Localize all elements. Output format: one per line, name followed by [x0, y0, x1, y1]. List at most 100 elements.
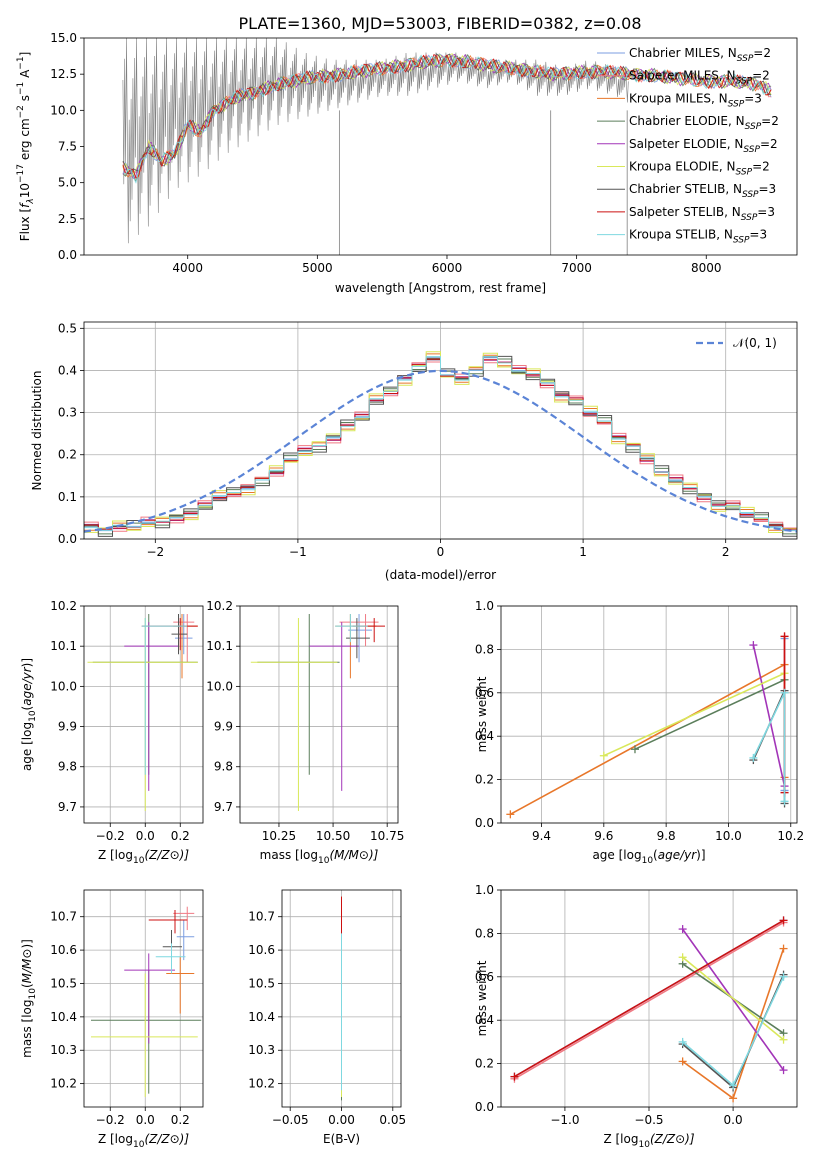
x-tick-label: −1.0: [550, 1113, 579, 1127]
legend-label: Chabrier ELODIE, NSSP=2: [629, 114, 779, 132]
plot-area: [250, 614, 386, 811]
x-tick-label: −1: [289, 545, 307, 559]
normal-curve: [84, 369, 797, 533]
x-tick-label: 4000: [172, 261, 203, 275]
y-tick-label: 9.7: [58, 800, 77, 814]
y-tick-label: 15.0: [50, 31, 77, 45]
weight-line-2: [509, 663, 786, 816]
x-axis-label: Z [log10(Z/Z⊙)]: [603, 1132, 694, 1150]
label-part: −2: [16, 105, 26, 118]
legend-sub: SSP: [745, 122, 762, 132]
label-part: age/yr: [658, 848, 697, 862]
label-part: ]: [18, 52, 32, 57]
plot-area: [510, 916, 788, 1103]
y-axis-label: mass [log10(M/M⊙)]: [20, 939, 38, 1058]
legend-text: Kroupa STELIB, N: [629, 228, 733, 242]
model-spectrum-7: [122, 53, 772, 179]
y-tick-label: 10.7: [248, 910, 275, 924]
legend-label: Kroupa ELODIE, NSSP=2: [629, 160, 770, 178]
label-part: Normed distribution: [30, 371, 44, 491]
panel-weight-vs-Z: −1.0 −0.5 0.0 0.0 0.2 0.4 0.6 0.8 1.0 Z [log10(Z/…: [475, 883, 798, 1150]
legend-tail: =3: [757, 205, 775, 219]
legend-sub: SSP: [737, 54, 754, 64]
label-part: (Z/Z⊙)]: [144, 1132, 189, 1146]
y-tick-label: 10.4: [248, 1010, 275, 1024]
x-tick-label: 0.0: [136, 829, 155, 843]
y-tick-label: 0.4: [58, 363, 77, 377]
y-tick-label: 0.0: [475, 816, 494, 830]
label-part: −17: [16, 164, 26, 183]
legend-text: Salpeter STELIB, N: [629, 205, 741, 219]
label-part: −1: [16, 82, 26, 95]
legend-text: Salpeter ELODIE, N: [629, 137, 743, 151]
x-tick-label: 5000: [302, 261, 333, 275]
legend-text: Kroupa MILES, N: [629, 91, 728, 105]
legend-label: Chabrier MILES, NSSP=2: [629, 46, 771, 64]
x-tick-label: 0: [437, 545, 445, 559]
label-part: )]: [20, 939, 34, 948]
y-axis-label: age [log10(age/yr)]: [20, 658, 38, 771]
label-part: Flux [: [18, 208, 32, 241]
legend-text: Chabrier MILES, N: [629, 46, 737, 60]
label-part: (Z/Z⊙)]: [144, 848, 189, 862]
panel-weight-vs-age: 9.4 9.6 9.8 10.0 10.2 0.0 0.2 0.4 0.6 0.8 1.0 age […: [475, 599, 804, 866]
label-part: (: [20, 983, 34, 988]
weight-line-7: [514, 919, 784, 1078]
legend-sub: SSP: [743, 145, 760, 155]
axes-frame: [83, 321, 798, 540]
x-tick-label: 6000: [432, 261, 463, 275]
axes-frame: [239, 605, 399, 824]
label-part: (M/M⊙)]: [329, 848, 378, 862]
y-tick-label: 0.0: [58, 248, 77, 262]
y-tick-label: 10.1: [206, 639, 233, 653]
legend-tail: =3: [744, 91, 762, 105]
axes-frame: [83, 605, 204, 824]
legend-tail: =3: [749, 228, 767, 242]
x-axis-label: age [log10(age/yr)]: [592, 848, 705, 866]
histogram-8: [84, 356, 797, 539]
y-tick-label: 0.6: [475, 970, 494, 984]
x-axis-label: (data-model)/error: [385, 568, 496, 582]
x-tick-label: 0.05: [379, 1113, 406, 1127]
y-axis-label: mass weight: [475, 960, 489, 1036]
x-tick-label: −0.05: [272, 1113, 309, 1127]
label-part: s: [18, 95, 32, 105]
subscript: 10: [638, 1140, 650, 1150]
y-tick-label: 1.0: [475, 599, 494, 613]
x-tick-label: −0.2: [96, 1113, 125, 1127]
y-tick-label: 10.0: [206, 679, 233, 693]
y-tick-label: 10.3: [248, 1043, 275, 1057]
y-tick-label: 10.2: [50, 599, 77, 613]
label-part: λ: [26, 198, 36, 204]
y-tick-label: 0.0: [58, 532, 77, 546]
y-tick-label: 9.7: [214, 800, 233, 814]
legend-sub: SSP: [736, 168, 753, 178]
label-part: mass weight: [475, 960, 489, 1036]
y-tick-label: 0.3: [58, 406, 77, 420]
panel-age-vs-Z: −0.2 0.0 0.2 9.7 9.8 9.9 10.0 10.1 10.2 Z [log10(…: [20, 599, 204, 866]
x-tick-label: 0.0: [724, 1113, 743, 1127]
y-axis-label: Normed distribution: [30, 371, 44, 491]
legend-sub: SSP: [733, 236, 750, 246]
plot-area: [84, 351, 797, 539]
y-tick-label: 0.4: [475, 1013, 494, 1027]
y-tick-label: 9.8: [58, 760, 77, 774]
x-tick-label: 8000: [691, 261, 722, 275]
x-tick-label: 0.0: [136, 1113, 155, 1127]
y-tick-label: 0.0: [475, 1100, 494, 1114]
y-tick-label: 10.3: [50, 1043, 77, 1057]
label-part: 10: [642, 856, 654, 866]
axes-frame: [83, 889, 204, 1108]
y-tick-label: 10.4: [50, 1010, 77, 1024]
y-tick-label: 10.0: [50, 103, 77, 117]
y-tick-label: 10.7: [50, 910, 77, 924]
label-part: )]: [696, 848, 705, 862]
x-tick-label: 7000: [561, 261, 592, 275]
y-tick-label: 1.0: [475, 883, 494, 897]
y-tick-label: 10.2: [50, 1077, 77, 1091]
x-tick-label: −0.5: [634, 1113, 663, 1127]
legend-text: Chabrier STELIB, N: [629, 182, 742, 196]
legend-tail: =2: [761, 114, 779, 128]
y-tick-label: 10.1: [50, 639, 77, 653]
